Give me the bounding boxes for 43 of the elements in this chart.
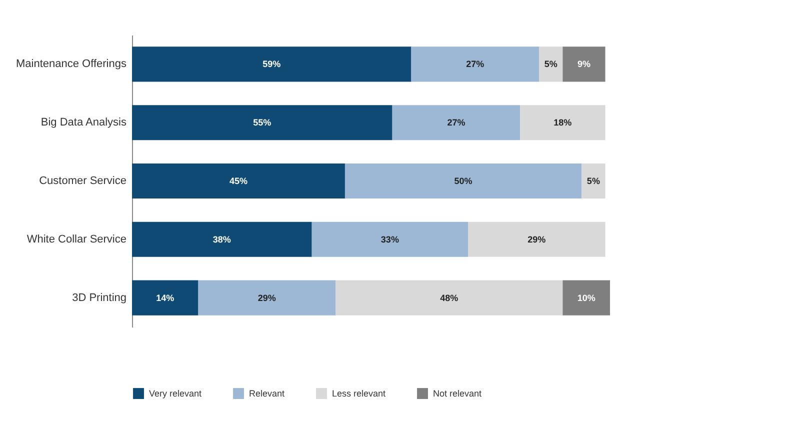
data-label: 5% [586,176,600,186]
data-label: 9% [577,59,590,70]
legend-label: Not relevant [433,388,482,399]
y-tick-label: Big Data Analysis [40,116,127,129]
data-label: 10% [577,292,596,303]
bar [132,222,312,257]
data-label: 29% [528,234,546,244]
data-label: 45% [229,176,248,186]
legend-label: Very relevant [149,388,202,399]
y-tick-label: Customer Service [39,175,126,187]
data-label: 55% [253,118,272,128]
data-label: 38% [212,234,231,244]
data-label: 29% [258,292,276,303]
legend-label: Less relevant [332,388,386,399]
data-label: 48% [440,292,458,303]
bar [411,46,540,82]
data-label: 50% [454,176,472,186]
data-label: 27% [447,118,466,128]
bar [539,46,563,82]
data-label: 5% [544,59,558,70]
bar [392,105,520,140]
bar [312,222,468,257]
data-label: 14% [156,292,174,303]
bar [344,163,582,199]
y-tick-label: Maintenance Offerings [16,58,127,70]
bar [132,280,198,316]
bar [132,46,412,82]
bar [562,46,606,82]
bar [132,163,345,199]
y-tick-label: White Collar Service [26,233,126,246]
bar [198,280,336,316]
bar [336,280,563,316]
bar [562,280,610,316]
bar [582,163,606,199]
bar [520,105,606,140]
legend-label: Relevant [249,388,286,399]
data-label: 59% [262,59,281,70]
data-label: 18% [554,118,572,128]
bar [468,222,606,257]
data-label: 33% [380,234,399,244]
y-tick-label: 3D Printing [72,292,126,304]
bar [132,105,392,140]
data-label: 27% [466,59,484,70]
